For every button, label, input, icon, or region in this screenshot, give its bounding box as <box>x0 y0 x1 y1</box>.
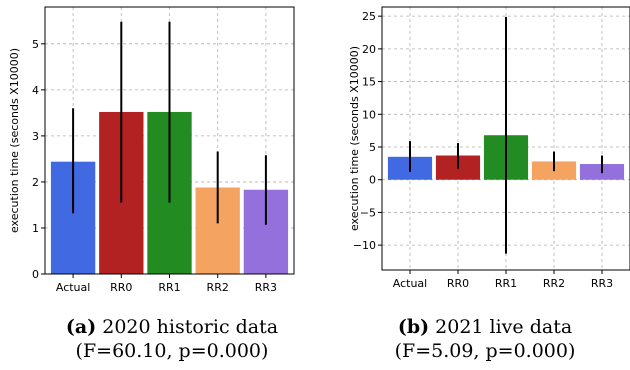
x-tick-label: RR0 <box>110 281 132 294</box>
x-tick-label: Actual <box>56 281 90 294</box>
x-tick-label: RR3 <box>255 281 277 294</box>
caption-b-stats: (F=5.09, p=0.000) <box>394 340 576 362</box>
y-tick-label: 0 <box>32 268 39 281</box>
y-axis-label: execution time (seconds X10000) <box>8 48 21 233</box>
y-axis-label: execution time (seconds X10000) <box>348 46 361 231</box>
y-tick-label: −5 <box>360 206 376 219</box>
caption-a-label: (a) <box>65 316 97 338</box>
caption-a-stats: (F=60.10, p=0.000) <box>75 340 269 362</box>
y-tick-label: 25 <box>362 10 376 23</box>
y-tick-label: 15 <box>362 76 376 89</box>
y-tick-label: 3 <box>32 130 39 143</box>
x-tick-label: RR1 <box>158 281 180 294</box>
y-tick-label: 5 <box>369 141 376 154</box>
x-tick-label: Actual <box>393 277 427 290</box>
caption-b: (b) 2021 live data (F=5.09, p=0.000) <box>335 315 630 363</box>
caption-a: (a) 2020 historic data (F=60.10, p=0.000… <box>22 315 322 363</box>
chart-2021-live: −10 −5 0 5 10 15 20 25 Actual RR0 RR1 RR2 RR3 executi… <box>348 6 630 290</box>
y-tick-label: 2 <box>32 176 39 189</box>
x-tick-label: RR0 <box>447 277 469 290</box>
caption-b-label: (b) <box>397 316 430 338</box>
y-tick-label: 5 <box>32 38 39 51</box>
chart-2020-historic: 0 1 2 3 4 5 Actual RR0 RR1 RR2 RR3 execution time (… <box>8 6 295 294</box>
y-tick-label: 20 <box>362 43 376 56</box>
x-tick-label: RR3 <box>591 277 613 290</box>
x-tick-label: RR2 <box>543 277 565 290</box>
y-tick-label: 1 <box>32 222 39 235</box>
y-tick-label: 4 <box>32 84 39 97</box>
x-tick-label: RR2 <box>207 281 229 294</box>
caption-a-title: 2020 historic data <box>102 316 279 338</box>
caption-b-title: 2021 live data <box>435 316 573 338</box>
y-tick-label: −10 <box>353 239 376 252</box>
y-tick-label: 0 <box>369 174 376 187</box>
y-tick-label: 10 <box>362 108 376 121</box>
x-tick-label: RR1 <box>495 277 517 290</box>
